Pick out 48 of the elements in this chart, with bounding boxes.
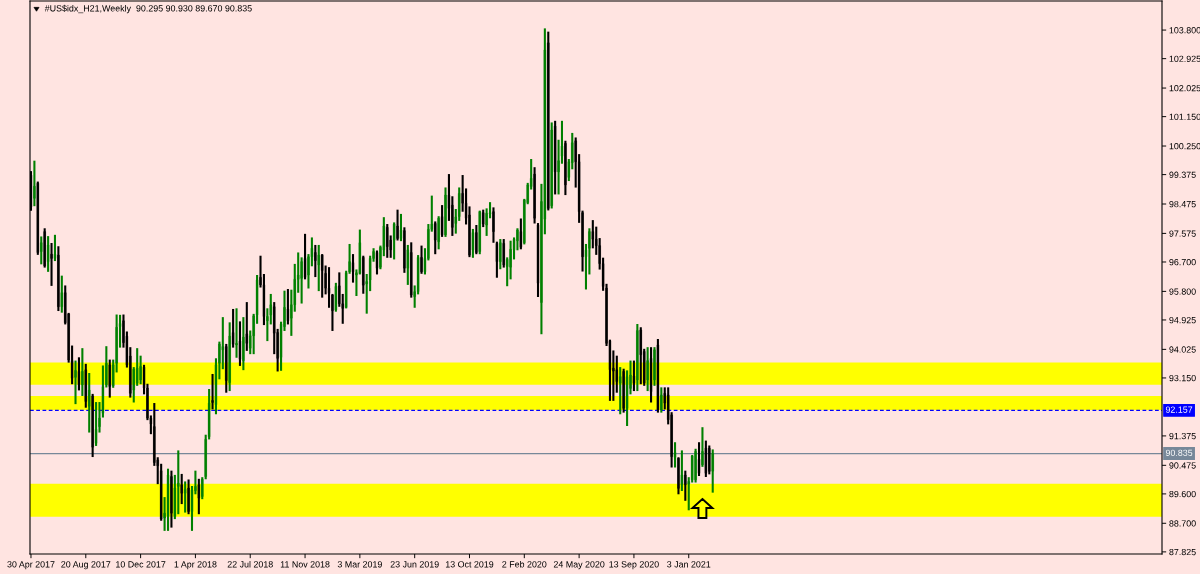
y-tick-label: 87.825 [1169,548,1196,556]
chart-title: #US$idx_H21,Weekly 90.295 90.930 89.670 90.835 [44,4,252,14]
x-tick-label: 3 Jan 2021 [667,561,711,568]
x-tick-label: 13 Oct 2019 [445,561,494,568]
x-tick-label: 11 Nov 2018 [280,561,330,568]
candlestick [673,442,677,468]
candlestick [440,205,444,237]
x-tick-label: 10 Dec 2017 [116,561,166,568]
candlestick [166,468,170,531]
candlestick [286,289,290,325]
x-tick-label: 20 Aug 2017 [61,561,111,570]
y-tick-label: 97.575 [1169,230,1196,237]
ref-line-label: 90.835 [1165,449,1193,456]
x-tick-label: 30 Apr 2017 [7,561,55,570]
y-tick-label: 89.600 [1169,490,1196,498]
x-tick-label: 22 Jul 2018 [227,560,273,568]
y-tick-label: 102.925 [1169,55,1200,62]
y-tick-label: 93.150 [1169,374,1196,382]
y-tick-label: 103.800 [1169,27,1200,34]
y-tick-label: 90.475 [1169,462,1196,469]
y-tick-label: 98.475 [1169,201,1196,208]
x-tick-label: 13 Sep 2020 [609,561,659,570]
candlestick [399,213,403,242]
ref-line-label: 92.157 [1165,406,1193,413]
y-tick-label: 95.800 [1169,288,1196,295]
candlestick [471,228,475,258]
y-tick-label: 94.925 [1169,316,1196,324]
x-tick-label: 3 Mar 2019 [337,561,382,568]
candlestick [697,442,701,476]
y-tick-label: 96.700 [1169,259,1196,266]
candlestick [351,254,355,283]
y-tick-label: 91.375 [1169,432,1196,440]
x-tick-label: 23 Jun 2019 [390,561,439,568]
y-tick-label: 88.700 [1169,520,1196,527]
x-tick-label: 2 Feb 2020 [502,560,547,568]
y-tick-label: 94.025 [1169,346,1196,353]
candlestick [375,250,379,275]
x-tick-label: 24 May 2020 [553,561,605,570]
y-tick-label: 101.150 [1169,113,1200,120]
y-tick-label: 102.025 [1169,85,1200,92]
candlestick [303,233,307,280]
y-tick-label: 100.250 [1169,143,1200,150]
candlestick [94,402,98,446]
x-tick-label: 1 Apr 2018 [174,561,217,570]
candlestick [632,360,636,392]
candlestick [53,234,57,262]
y-tick-label: 99.375 [1169,171,1196,178]
candlestick [238,321,242,366]
